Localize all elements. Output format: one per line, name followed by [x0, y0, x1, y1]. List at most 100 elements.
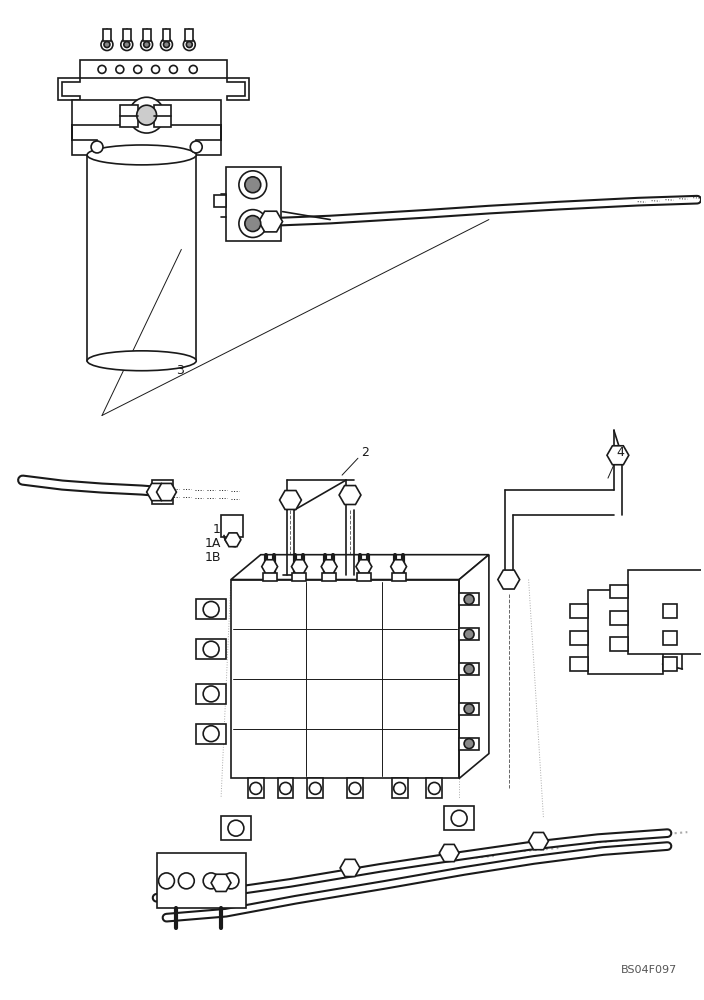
Bar — [459, 738, 479, 750]
Bar — [570, 631, 588, 645]
Text: BS04F097: BS04F097 — [621, 965, 677, 975]
Bar — [122, 29, 131, 41]
Bar — [221, 816, 251, 840]
Circle shape — [183, 39, 195, 51]
Bar — [103, 29, 111, 41]
Bar — [702, 585, 704, 598]
Circle shape — [101, 39, 113, 51]
Bar — [459, 593, 479, 605]
Bar — [196, 599, 226, 619]
Circle shape — [151, 65, 160, 73]
Bar — [156, 853, 246, 908]
Circle shape — [178, 873, 194, 889]
Bar — [459, 628, 479, 640]
Polygon shape — [459, 555, 489, 778]
Circle shape — [245, 216, 260, 232]
Circle shape — [464, 594, 474, 604]
Bar — [459, 703, 479, 715]
Bar — [610, 611, 628, 625]
Bar — [248, 778, 264, 798]
Circle shape — [429, 782, 440, 794]
Bar — [662, 631, 677, 645]
Polygon shape — [339, 486, 361, 505]
Circle shape — [190, 141, 202, 153]
Circle shape — [464, 629, 474, 639]
Bar — [143, 29, 151, 41]
Bar — [588, 589, 662, 674]
Circle shape — [189, 65, 197, 73]
Bar — [221, 515, 243, 537]
Bar — [231, 580, 459, 778]
Polygon shape — [356, 560, 372, 574]
Text: 1B: 1B — [205, 551, 221, 564]
Circle shape — [239, 171, 267, 199]
Bar — [87, 155, 196, 361]
Circle shape — [464, 664, 474, 674]
Circle shape — [144, 42, 150, 48]
Polygon shape — [227, 78, 249, 100]
Bar — [226, 167, 281, 241]
Ellipse shape — [87, 145, 196, 165]
Bar — [628, 570, 702, 654]
Bar — [185, 29, 194, 41]
Bar — [214, 195, 226, 207]
Circle shape — [141, 39, 153, 51]
Circle shape — [451, 810, 467, 826]
Polygon shape — [259, 211, 282, 232]
Polygon shape — [607, 446, 629, 465]
Polygon shape — [439, 844, 459, 862]
Circle shape — [91, 141, 103, 153]
Bar — [662, 657, 677, 671]
Bar — [391, 778, 408, 798]
Text: 1: 1 — [213, 523, 221, 536]
Circle shape — [137, 105, 156, 125]
Polygon shape — [340, 859, 360, 877]
Bar — [153, 105, 172, 127]
Circle shape — [124, 42, 130, 48]
Polygon shape — [498, 570, 520, 589]
Circle shape — [203, 686, 219, 702]
Bar — [702, 611, 704, 625]
Circle shape — [187, 42, 192, 48]
Circle shape — [203, 601, 219, 617]
Circle shape — [158, 873, 175, 889]
Polygon shape — [279, 491, 301, 509]
Circle shape — [349, 782, 361, 794]
Circle shape — [121, 39, 133, 51]
Bar — [308, 778, 323, 798]
Circle shape — [134, 65, 142, 73]
Bar — [347, 778, 363, 798]
Circle shape — [223, 873, 239, 889]
Polygon shape — [156, 483, 177, 501]
Bar — [322, 573, 336, 581]
Circle shape — [163, 42, 170, 48]
Polygon shape — [231, 555, 489, 580]
Polygon shape — [391, 560, 407, 574]
Bar — [610, 637, 628, 651]
Bar — [459, 663, 479, 675]
Circle shape — [203, 641, 219, 657]
Circle shape — [309, 782, 321, 794]
Text: 4: 4 — [616, 446, 624, 459]
Bar — [163, 29, 170, 41]
Polygon shape — [262, 560, 277, 574]
Circle shape — [239, 210, 267, 237]
Bar — [357, 573, 371, 581]
Polygon shape — [211, 874, 231, 891]
Bar — [263, 573, 277, 581]
Bar — [196, 639, 226, 659]
Circle shape — [116, 65, 124, 73]
Bar — [196, 684, 226, 704]
Polygon shape — [146, 483, 166, 501]
Circle shape — [279, 782, 291, 794]
Polygon shape — [291, 560, 308, 574]
Ellipse shape — [87, 351, 196, 371]
Polygon shape — [321, 560, 337, 574]
Circle shape — [129, 97, 165, 133]
Bar — [570, 604, 588, 618]
Circle shape — [104, 42, 110, 48]
Circle shape — [203, 873, 219, 889]
Polygon shape — [58, 78, 80, 100]
Bar — [277, 778, 294, 798]
Bar — [151, 480, 173, 504]
